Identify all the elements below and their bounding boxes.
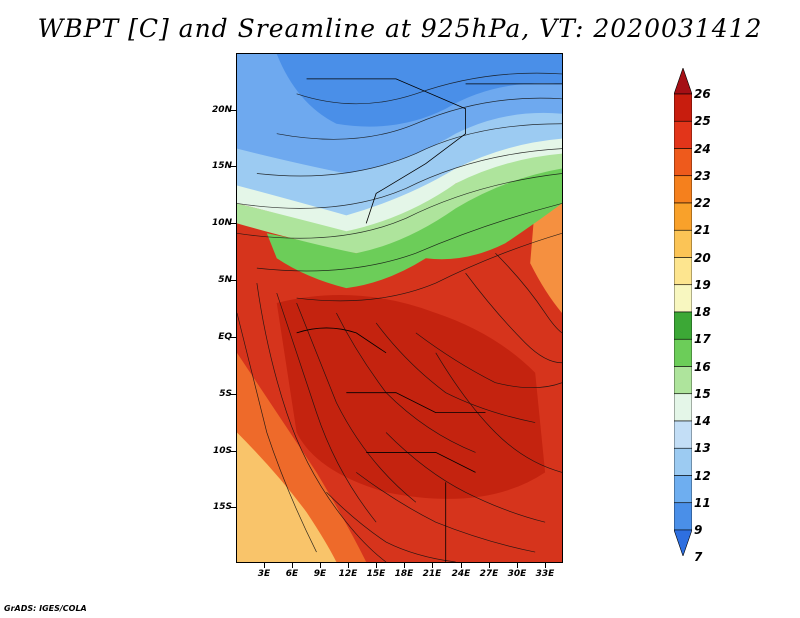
colorbar-segment	[674, 257, 692, 286]
colorbar-segment	[674, 202, 692, 231]
x-tick-12e	[348, 563, 349, 568]
colorbar-label: 22	[694, 196, 711, 210]
colorbar-label: 24	[694, 141, 711, 156]
y-tick-10n	[230, 223, 236, 224]
x-tick-3e	[264, 563, 265, 568]
colorbar-label: 16	[694, 359, 711, 374]
colorbar-label: 7	[694, 550, 703, 565]
colorbar-segment	[674, 284, 692, 313]
field-tan	[237, 432, 337, 562]
x-tick-21e	[432, 563, 433, 568]
y-tick-20n	[230, 110, 236, 111]
colorbar-segment	[674, 338, 692, 367]
colorbar-segment	[674, 68, 692, 95]
x-label-18e: 18E	[394, 569, 414, 579]
y-label-eq: EQ	[218, 332, 232, 342]
colorbar-label: 25	[694, 114, 711, 129]
y-label-5s: 5S	[219, 389, 232, 399]
y-tick-15s	[230, 507, 236, 508]
y-label-15s: 15S	[212, 502, 232, 512]
y-label-10n: 10N	[211, 218, 232, 228]
x-tick-33e	[545, 563, 546, 568]
y-tick-5s	[230, 394, 236, 395]
x-label-3e: 3E	[257, 569, 271, 579]
colorbar-segment	[674, 393, 692, 422]
y-tick-eq	[230, 337, 236, 338]
x-tick-15e	[376, 563, 377, 568]
colorbar-segment	[674, 93, 692, 122]
colorbar-label: 20	[694, 250, 711, 265]
colorbar	[674, 68, 692, 556]
x-label-9e: 9E	[313, 569, 327, 579]
y-tick-5n	[230, 280, 236, 281]
field-green	[266, 163, 562, 289]
map-canvas	[237, 54, 562, 562]
colorbar-label: 23	[694, 168, 711, 183]
colorbar-segment	[674, 475, 692, 504]
y-label-10s: 10S	[212, 446, 232, 456]
x-label-30e: 30E	[507, 569, 527, 579]
colorbar-label: 13	[694, 441, 711, 456]
y-tick-15n	[230, 166, 236, 167]
y-label-15n: 15N	[211, 161, 232, 171]
colorbar-segment	[674, 502, 692, 531]
colorbar-segment	[674, 311, 692, 340]
x-tick-24e	[461, 563, 462, 568]
y-label-20n: 20N	[211, 105, 232, 115]
y-label-5n: 5N	[218, 275, 232, 285]
colorbar-label: 12	[694, 468, 711, 483]
colorbar-label: 14	[694, 414, 711, 428]
country-borders	[296, 78, 562, 562]
x-label-15e: 15E	[366, 569, 386, 579]
colorbar-label: 17	[694, 332, 711, 347]
field-warm-ne	[530, 193, 562, 313]
colorbar-label: 15	[694, 386, 711, 401]
map-title: WBPT [C] and Sreamline at 925hPa, VT: 20…	[37, 14, 763, 43]
x-label-33e: 33E	[535, 569, 555, 579]
field-blue-dark	[276, 54, 562, 127]
colorbar-label: 18	[694, 305, 711, 319]
colorbar-label: 11	[694, 495, 711, 510]
x-label-21e: 21E	[422, 569, 442, 579]
colorbar-segment	[674, 420, 692, 449]
grads-credit: GrADS: IGES/COLA	[4, 604, 87, 613]
colorbar-segment	[674, 148, 692, 177]
x-label-6e: 6E	[285, 569, 299, 579]
x-tick-30e	[517, 563, 518, 568]
colorbar-segment	[674, 366, 692, 395]
x-label-12e: 12E	[338, 569, 358, 579]
colorbar-label: 9	[694, 523, 703, 537]
x-tick-6e	[292, 563, 293, 568]
x-label-27e: 27E	[479, 569, 499, 579]
colorbar-segment	[674, 529, 692, 556]
colorbar-segment	[674, 175, 692, 204]
colorbar-segment	[674, 120, 692, 149]
colorbar-label: 19	[694, 277, 711, 292]
field-lightgreen	[237, 148, 562, 254]
colorbar-label: 26	[694, 87, 711, 101]
colorbar-segment	[674, 229, 692, 258]
x-label-24e: 24E	[451, 569, 471, 579]
x-tick-27e	[489, 563, 490, 568]
colorbar-segment	[674, 447, 692, 476]
colorbar-label: 21	[694, 223, 711, 238]
y-tick-10s	[230, 451, 236, 452]
x-tick-9e	[320, 563, 321, 568]
field-hotter	[276, 295, 546, 499]
x-tick-18e	[404, 563, 405, 568]
map-panel[interactable]	[236, 53, 563, 563]
